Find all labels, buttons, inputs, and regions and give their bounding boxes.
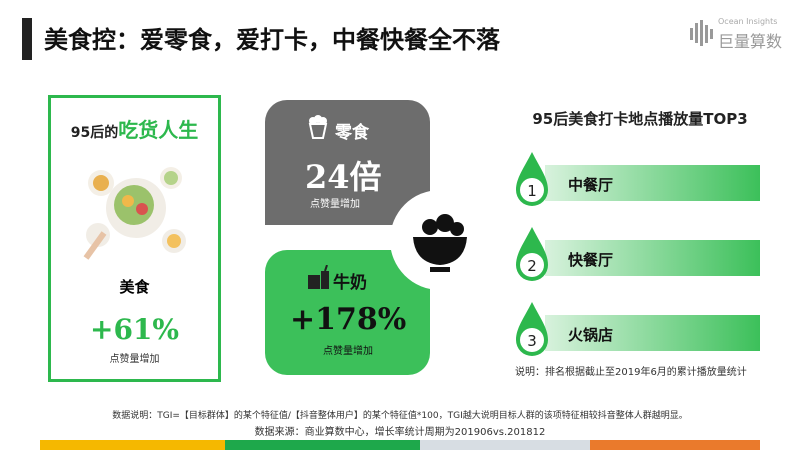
popcorn-icon [308, 115, 328, 139]
rank-name: 火锅店 [568, 326, 614, 344]
rank-number: 2 [527, 257, 537, 275]
milk-label: 牛奶 [333, 273, 367, 293]
left-value: +61% [89, 313, 180, 346]
title-prefix: 95后的 [70, 125, 119, 141]
ranking-note: 说明：排名根据截止至2019年6月的累计播放量统计 [515, 367, 747, 378]
center-circle [390, 190, 490, 290]
rank-number: 3 [527, 332, 537, 350]
footer-source: 数据来源：商业算数中心，增长率统计周期为201906vs.201812 [254, 427, 546, 438]
stripe-green [225, 440, 420, 450]
left-card: 95后的吃货人生 美食 +61% 点赞量增加 [48, 95, 221, 382]
ranking-title: 95后美食打卡地点播放量TOP3 [532, 110, 748, 128]
logo-cn: 巨量算数 [718, 32, 783, 51]
rank-bar [545, 315, 760, 351]
rank-bar [545, 165, 760, 201]
footer-note: 数据说明：TGI=【目标群体】的某个特征值/【抖音整体用户】的某个特征值*100… [112, 411, 688, 421]
left-caption: 点赞量增加 [109, 354, 160, 365]
logo-en: Ocean Insights [718, 17, 778, 26]
rank-number: 1 [527, 182, 537, 200]
milk-value: +178% [290, 302, 407, 337]
rank-name: 中餐厅 [568, 176, 614, 194]
stripe-gray [420, 440, 590, 450]
rank-name: 快餐厅 [568, 251, 614, 269]
logo-icon [690, 20, 713, 46]
rank-bar [545, 240, 760, 276]
title-marker [22, 18, 32, 60]
milk-icon [308, 265, 329, 289]
stripe-yellow [40, 440, 225, 450]
milk-caption: 点赞量增加 [323, 346, 373, 357]
snack-card: 零食 24倍 点赞量增加 [265, 100, 430, 225]
snack-value: 24倍 [305, 158, 382, 196]
left-label: 美食 [119, 278, 150, 296]
rank-drop [516, 227, 548, 281]
snack-label: 零食 [335, 123, 369, 143]
rank-drop [516, 152, 548, 206]
snack-caption: 点赞量增加 [310, 199, 360, 210]
left-title: 95后的吃货人生 [51, 114, 218, 143]
stripe-orange [590, 440, 760, 450]
title: 美食控：爱零食，爱打卡，中餐快餐全不落 [44, 26, 500, 54]
title-highlight: 吃货人生 [118, 118, 199, 142]
rank-drop [516, 302, 548, 356]
food-image [83, 167, 186, 260]
